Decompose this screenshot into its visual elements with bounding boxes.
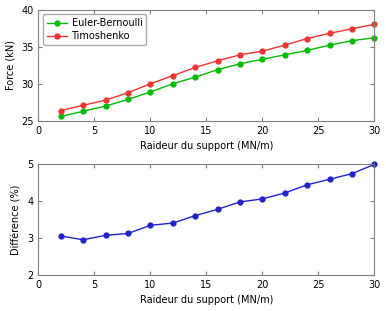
Timoshenko <box>81 104 86 107</box>
Euler-Bernoulli <box>283 53 287 57</box>
Timoshenko <box>59 109 63 112</box>
Timoshenko <box>350 27 354 31</box>
Euler-Bernoulli <box>327 43 332 47</box>
Euler-Bernoulli <box>171 82 175 86</box>
Euler-Bernoulli <box>193 75 198 79</box>
X-axis label: Raideur du support (MN/m): Raideur du support (MN/m) <box>140 141 273 151</box>
Line: Euler-Bernoulli: Euler-Bernoulli <box>58 35 377 119</box>
Timoshenko <box>283 43 287 47</box>
Euler-Bernoulli <box>238 62 242 66</box>
X-axis label: Raideur du support (MN/m): Raideur du support (MN/m) <box>140 295 273 305</box>
Euler-Bernoulli <box>215 68 220 72</box>
Y-axis label: Force (kN): Force (kN) <box>5 40 15 90</box>
Timoshenko <box>126 91 130 95</box>
Euler-Bernoulli <box>103 104 108 108</box>
Line: Timoshenko: Timoshenko <box>58 22 377 113</box>
Timoshenko <box>215 59 220 63</box>
Timoshenko <box>193 66 198 69</box>
Timoshenko <box>327 31 332 35</box>
Euler-Bernoulli <box>305 49 310 52</box>
Timoshenko <box>305 37 310 40</box>
Euler-Bernoulli <box>148 90 153 94</box>
Y-axis label: Différence (%): Différence (%) <box>12 184 22 254</box>
Timoshenko <box>238 53 242 57</box>
Timoshenko <box>103 98 108 102</box>
Euler-Bernoulli <box>81 109 86 113</box>
Timoshenko <box>372 22 377 26</box>
Timoshenko <box>171 74 175 77</box>
Timoshenko <box>148 82 153 86</box>
Euler-Bernoulli <box>350 39 354 43</box>
Legend: Euler-Bernoulli, Timoshenko: Euler-Bernoulli, Timoshenko <box>43 14 146 45</box>
Euler-Bernoulli <box>126 98 130 101</box>
Timoshenko <box>260 49 265 53</box>
Euler-Bernoulli <box>59 114 63 118</box>
Euler-Bernoulli <box>372 36 377 39</box>
Euler-Bernoulli <box>260 58 265 61</box>
